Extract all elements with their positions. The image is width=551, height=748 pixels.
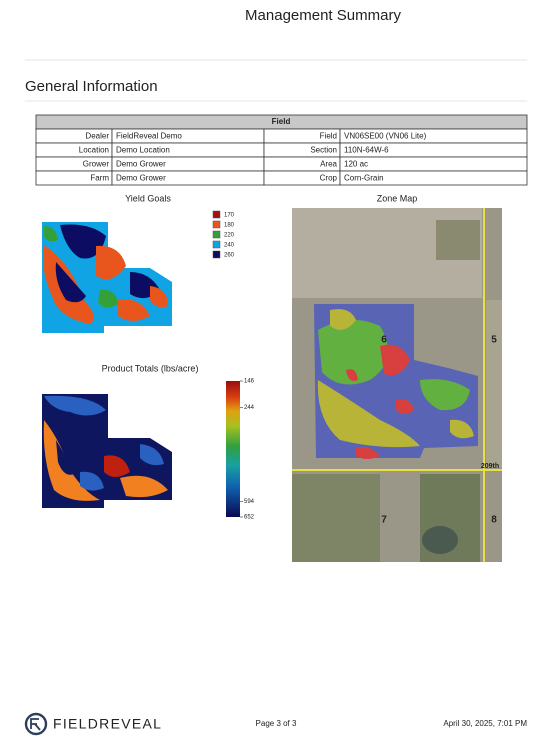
legend-swatch xyxy=(212,240,221,249)
scale-label: 146 xyxy=(244,379,255,385)
product-map xyxy=(42,394,172,508)
logo: FIELDREVEAL xyxy=(24,712,162,736)
legend-swatch xyxy=(212,220,221,229)
map-labels: 6 5 7 8 209th xyxy=(381,335,499,526)
cell-label: Crop xyxy=(320,174,338,183)
scale-label: 244 xyxy=(244,405,255,411)
legend-label: 220 xyxy=(224,233,235,239)
table-cell xyxy=(339,170,528,186)
section-title: General Information xyxy=(25,78,158,95)
legend-swatch xyxy=(212,250,221,259)
legend-label: 260 xyxy=(224,253,235,259)
cell-value: Corn-Grain xyxy=(344,174,384,183)
info-table: Field Dealer FieldReveal Demo Field VN06SE0… xyxy=(35,114,528,186)
cell-value: Demo Grower xyxy=(116,174,166,183)
map-label: 6 xyxy=(381,335,387,346)
legend-swatch xyxy=(212,210,221,219)
logo-text: FIELDREVEAL xyxy=(53,716,162,732)
map-label: 5 xyxy=(491,335,497,346)
page-title: Management Summary xyxy=(245,7,401,24)
map-title: Product Totals (lbs/acre) xyxy=(102,363,199,373)
map-label: 8 xyxy=(491,515,497,526)
legend-label: 240 xyxy=(224,243,235,249)
map-title: Yield Goals xyxy=(125,193,171,203)
cell-value: Demo Location xyxy=(116,146,170,155)
legend-label: 170 xyxy=(224,213,235,219)
cell-label: Field xyxy=(320,132,337,141)
legend-label: 180 xyxy=(224,223,235,229)
color-scale xyxy=(226,381,240,517)
cell-label: Area xyxy=(320,160,337,169)
cell-label: Section xyxy=(310,146,337,155)
cell-value: FieldReveal Demo xyxy=(116,132,182,141)
legend-swatch xyxy=(212,230,221,239)
table-title: Field xyxy=(272,117,291,126)
table-cell xyxy=(339,156,528,172)
map-title: Zone Map xyxy=(377,193,418,203)
cell-value: 120 ac xyxy=(344,160,368,169)
cell-value: VN06SE00 (VN06 Lite) xyxy=(344,132,427,141)
legend: 170 180 220 240 260 xyxy=(212,210,235,259)
map-label: 7 xyxy=(381,515,387,526)
date: April 30, 2025, 7:01 PM xyxy=(443,719,527,728)
map-label: 209th xyxy=(481,463,499,470)
cell-label: Location xyxy=(79,146,109,155)
cell-label: Grower xyxy=(83,160,110,169)
cell-label: Farm xyxy=(90,174,109,183)
cell-label: Dealer xyxy=(85,132,109,141)
yield-map xyxy=(42,222,172,333)
cell-value: Demo Grower xyxy=(116,160,166,169)
scale-labels: 146 244 594 652 xyxy=(240,379,255,521)
zone-map xyxy=(292,208,502,562)
scale-label: 594 xyxy=(244,499,255,505)
page-number: Page 3 of 3 xyxy=(256,719,297,728)
cell-value: 110N-64W-6 xyxy=(344,146,389,155)
scale-label: 652 xyxy=(244,515,255,521)
